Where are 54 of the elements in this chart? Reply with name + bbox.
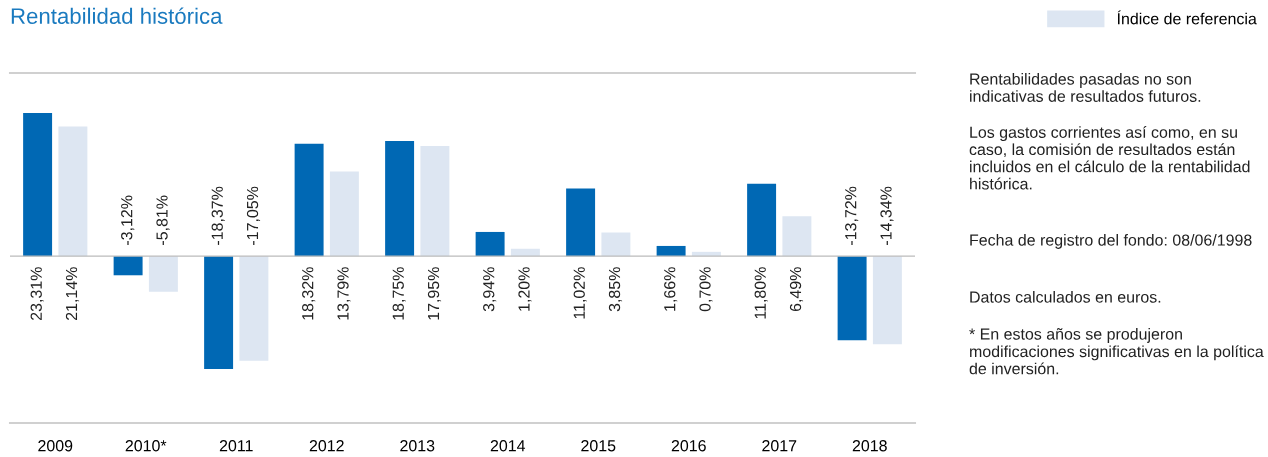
bar [837,256,867,341]
data-label: 11,80% [754,267,768,319]
data-label: 1,20% [518,267,532,311]
data-label: -5,81% [156,195,170,245]
x-tick-label: 2017 [762,440,797,452]
data-label: -13,72% [845,186,859,245]
bar [601,232,631,257]
data-label: 0,70% [699,267,713,312]
bar [420,145,450,257]
bar [239,256,269,361]
data-label: 1,66% [664,267,678,311]
data-label: 6,49% [789,267,804,312]
bar [872,256,902,345]
text: Los gastos corrientes así como, en su caso, la comisión de resultados están incluidos en el cálculo de la rentabilidad histórica. [969,126,1250,190]
bar [204,256,234,369]
bar [23,113,53,257]
bar [782,216,812,257]
data-label: -17,05% [246,186,261,245]
data-label: 17,95% [427,267,442,320]
bar [294,143,324,257]
bar [113,256,143,276]
x-tick-label: 2009 [38,440,73,452]
bar [475,231,505,257]
text: Rentabilidades pasadas no son indicativas de resultados futuros. [970,73,1201,102]
x-tick-label: 2018 [852,440,887,452]
x-tick-label: 2010* [125,440,167,452]
bar [385,141,415,257]
data-label: 3,85% [608,267,623,312]
chart-title: Rentabilidad histórica [11,7,223,24]
x-tick-label: 2014 [490,440,526,452]
legend-label: Índice de referencia [1117,10,1257,25]
data-label: -18,37% [211,186,225,245]
bar [148,256,178,292]
x-tick-label: 2016 [671,440,706,452]
data-label: 18,75% [392,267,406,320]
data-label: -14,34% [880,186,894,245]
data-label: 11,02% [573,267,587,319]
data-label: 3,94% [483,267,497,312]
data-label: 21,14% [65,267,80,320]
bar [566,188,596,257]
bar [329,171,359,257]
bar [58,126,88,257]
x-tick-label: 2012 [309,440,344,452]
data-label: 13,79% [337,267,351,320]
data-label: -3,12% [121,195,135,245]
data-label: 18,32% [302,267,316,320]
text: Datos calculados en euros. [970,291,1161,303]
x-tick-label: 2011 [219,440,253,452]
x-tick-label: 2013 [400,440,435,452]
text: * En estos años se produjeron modificaciones significativas en la política de inversión. [969,328,1264,375]
text: Fecha de registro del fondo: 08/06/1998 [970,234,1252,249]
bar [747,183,777,257]
data-label: 23,31% [30,267,44,320]
x-tick-label: 2015 [581,440,616,452]
